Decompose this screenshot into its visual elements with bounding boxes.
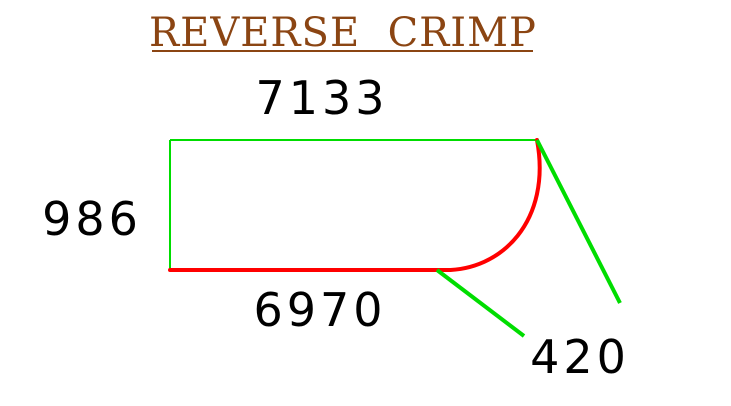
side-height-label: 986 [42, 192, 142, 246]
bend-leader-line-lower [435, 268, 526, 338]
bend-radius-label: 420 [530, 330, 630, 384]
bend-leader-line-upper [535, 139, 622, 304]
crimp-edge-curve [168, 138, 542, 273]
top-length-label: 7133 [255, 71, 388, 125]
bottom-length-label: 6970 [253, 283, 386, 337]
diagram-title: REVERSE CRIMP [149, 10, 537, 56]
